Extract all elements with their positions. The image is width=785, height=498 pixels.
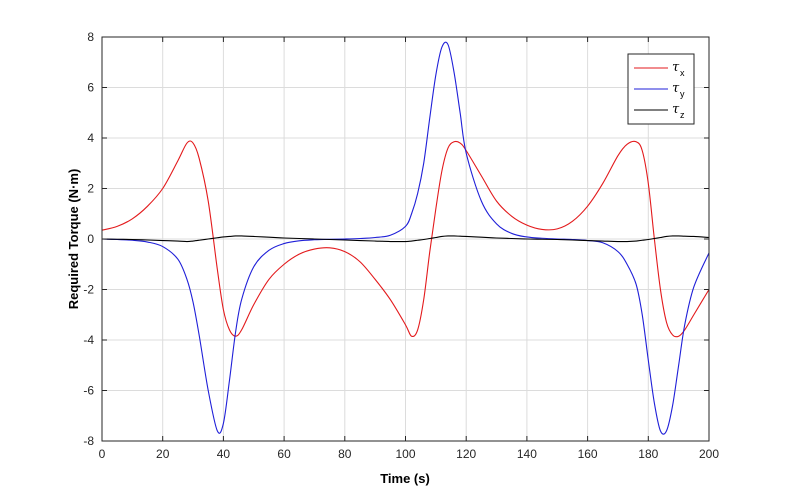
x-tick-label: 160 <box>578 447 598 461</box>
x-tick-label: 200 <box>699 447 719 461</box>
y-tick-label: 2 <box>87 182 94 196</box>
y-tick-label: 6 <box>87 81 94 95</box>
y-tick-label: -6 <box>83 384 94 398</box>
y-tick-label: -2 <box>83 283 94 297</box>
y-tick-label: 4 <box>87 131 94 145</box>
legend-subscript-x: x <box>680 68 685 78</box>
legend-subscript-z: z <box>680 110 685 120</box>
y-tick-label: -8 <box>83 434 94 448</box>
legend-label-z: τ <box>672 102 680 117</box>
series-line-z <box>101 235 710 243</box>
series-line-x <box>101 140 710 338</box>
x-tick-label: 120 <box>456 447 476 461</box>
series-line-y <box>101 41 710 435</box>
legend-subscript-y: y <box>680 89 685 99</box>
axis-ticks: 0 20 40 60 80 100 120 140 160 180 200 -8 -6 -4 -2 0 2 4 6 8 <box>83 30 719 461</box>
legend-label-y: τ <box>672 81 680 96</box>
x-tick-label: 140 <box>517 447 537 461</box>
x-tick-label: 40 <box>217 447 231 461</box>
series-group <box>101 41 710 435</box>
y-tick-label: 0 <box>87 232 94 246</box>
x-axis-label: Time (s) <box>380 471 430 486</box>
x-tick-label: 100 <box>395 447 415 461</box>
legend: τ xτ yτ z <box>627 53 695 125</box>
x-tick-label: 20 <box>156 447 170 461</box>
x-tick-label: 180 <box>638 447 658 461</box>
y-tick-label: -4 <box>83 333 94 347</box>
y-tick-label: 8 <box>87 30 94 44</box>
legend-label-x: τ <box>672 60 680 75</box>
y-axis-label: Required Torque (N·m) <box>66 169 81 310</box>
x-tick-label: 80 <box>338 447 352 461</box>
x-tick-label: 60 <box>277 447 291 461</box>
x-tick-label: 0 <box>99 447 106 461</box>
